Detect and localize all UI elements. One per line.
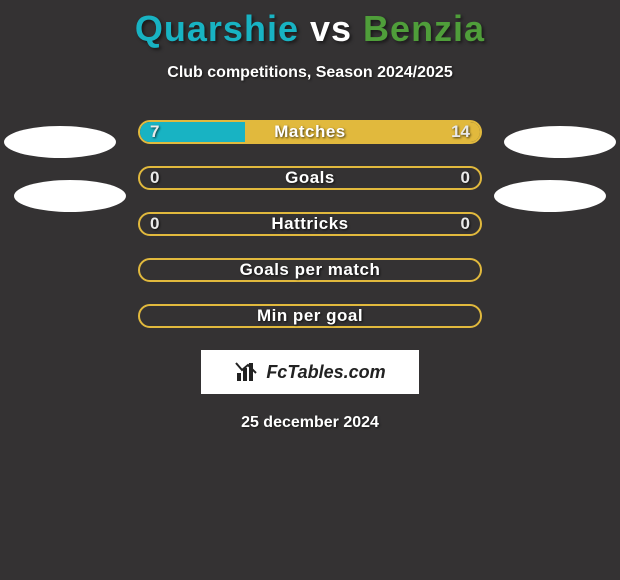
player-slot-ellipse xyxy=(14,180,126,212)
comparison-area: 714Matches 00Goals 00Hattricks Goals per ma… xyxy=(0,120,620,328)
stat-row: Goals per match xyxy=(138,258,482,282)
brand-text: FcTables.com xyxy=(266,362,385,383)
stat-row: 714Matches xyxy=(138,120,482,144)
stat-label: Goals xyxy=(138,166,482,190)
player-slot-ellipse xyxy=(504,126,616,158)
brand-box: FcTables.com xyxy=(201,350,419,394)
vs-text: vs xyxy=(310,8,352,49)
stat-label: Hattricks xyxy=(138,212,482,236)
player1-name: Quarshie xyxy=(135,8,299,49)
bar-chart-icon xyxy=(234,361,260,383)
subtitle-text: Club competitions, Season 2024/2025 xyxy=(0,64,620,82)
stat-label: Goals per match xyxy=(138,258,482,282)
stat-label: Min per goal xyxy=(138,304,482,328)
player-slot-ellipse xyxy=(494,180,606,212)
stat-row: 00Goals xyxy=(138,166,482,190)
stat-row: Min per goal xyxy=(138,304,482,328)
player2-name: Benzia xyxy=(363,8,485,49)
stat-label: Matches xyxy=(138,120,482,144)
comparison-title: Quarshie vs Benzia xyxy=(0,0,620,50)
stat-row: 00Hattricks xyxy=(138,212,482,236)
date-text: 25 december 2024 xyxy=(0,414,620,432)
player-slot-ellipse xyxy=(4,126,116,158)
